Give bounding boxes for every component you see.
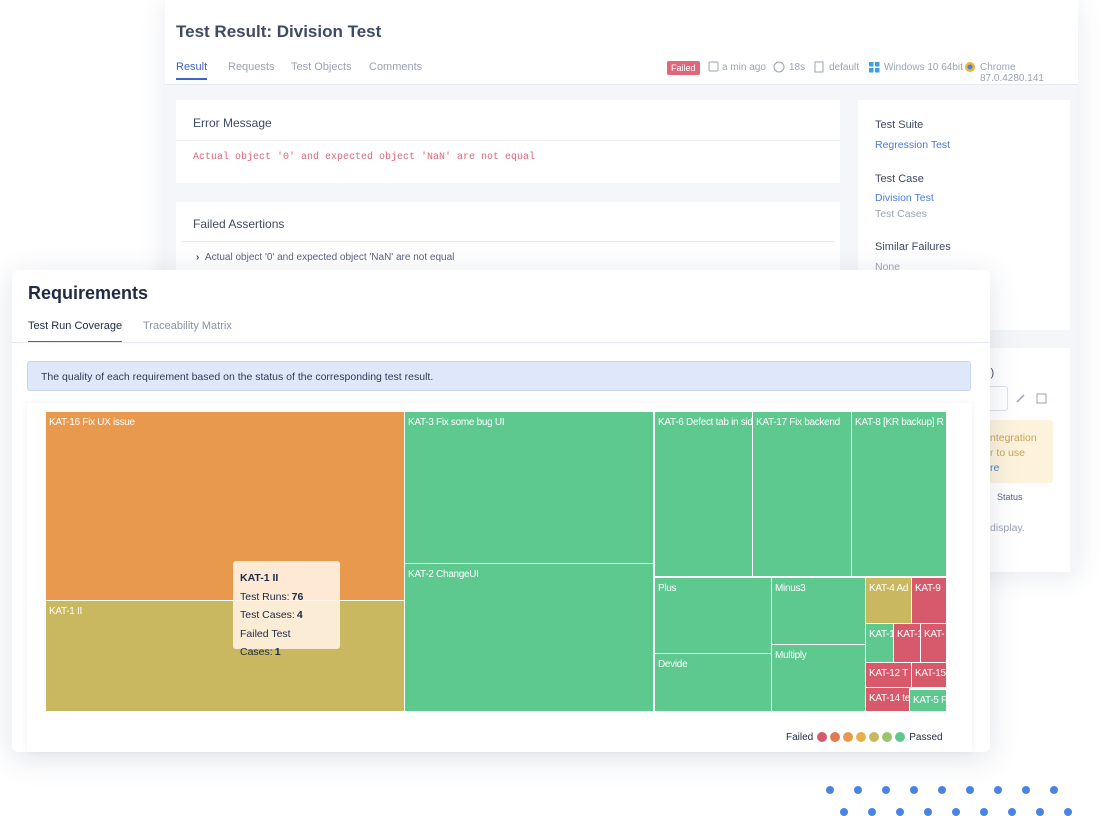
page-title: Test Result: Division Test xyxy=(176,22,382,41)
meta: 18s xyxy=(789,62,806,73)
tab[interactable]: Test Objects xyxy=(291,61,352,73)
legend-dot xyxy=(856,732,867,742)
text: ntegration xyxy=(990,432,1037,444)
tooltip-rows: Test Runs: 76 Test Cases: 4 Failed Test Case… xyxy=(240,588,333,662)
assertion-text: Actual object '0' and expected object 'N… xyxy=(204,252,455,263)
link[interactable]: re xyxy=(990,462,1000,474)
meta: default xyxy=(829,62,860,73)
treemap-cell[interactable]: KAT-8 [KR backup] R xyxy=(851,411,947,577)
label: Test Suite xyxy=(875,119,924,131)
legend-high: Passed xyxy=(909,731,943,743)
dot xyxy=(994,786,1002,794)
dot xyxy=(1064,808,1072,816)
treemap-cell[interactable]: KAT-3 Fix some bug UI xyxy=(404,411,654,564)
legend-dot xyxy=(817,732,828,742)
dot xyxy=(1050,786,1058,794)
legend-dots xyxy=(817,732,906,742)
tooltip-label: Test Cases: xyxy=(240,609,295,621)
legend-low: Failed xyxy=(786,731,814,743)
heading: Error Message xyxy=(193,116,272,130)
dot xyxy=(1022,786,1030,794)
heading: Failed Assertions xyxy=(193,217,285,231)
legend: Failed Passed xyxy=(786,730,943,744)
tooltip-row: Test Runs: 76 xyxy=(240,588,333,607)
treemap-cell[interactable]: KAT-2 ChangeUI xyxy=(404,563,654,712)
meta: Chrome 87.0.4280.141 xyxy=(980,62,1044,84)
label: Similar Failures xyxy=(875,241,951,253)
dot xyxy=(826,786,834,794)
legend-dot xyxy=(869,732,880,742)
dot xyxy=(1008,808,1016,816)
column-header: Status xyxy=(997,492,1023,502)
tooltip-value: 76 xyxy=(291,590,304,603)
tab[interactable]: Requests xyxy=(228,61,275,73)
treemap-cell[interactable]: Multiply xyxy=(771,644,866,712)
link[interactable]: Division Test xyxy=(875,192,934,204)
treemap-cell[interactable]: KAT-1 xyxy=(865,623,894,663)
label: Test Case xyxy=(875,173,924,185)
text: l) xyxy=(988,367,995,379)
treemap-cell[interactable]: KAT-6 Defect tab in sid xyxy=(654,411,753,577)
assertion-item[interactable]: › Actual object '0' and expected object … xyxy=(196,252,455,263)
meta-icons xyxy=(708,61,975,73)
treemap-cell[interactable]: KAT-4 Ad xyxy=(865,577,912,624)
meta: a min ago xyxy=(722,62,766,73)
dot xyxy=(896,808,904,816)
treemap-cell[interactable]: KAT- xyxy=(920,623,947,663)
tooltip-row: Failed Test Cases: 1 xyxy=(240,625,333,662)
dot xyxy=(1036,808,1044,816)
treemap-cell[interactable]: KAT-9 xyxy=(911,577,947,624)
dot xyxy=(952,808,960,816)
folder: Test Cases xyxy=(875,208,927,220)
legend-dot xyxy=(882,732,893,742)
treemap-cell[interactable]: Minus3 xyxy=(771,577,866,645)
tab[interactable]: Test Run Coverage xyxy=(28,320,123,343)
text: display. xyxy=(990,522,1025,534)
treemap-cell[interactable]: KAT-5 F xyxy=(909,689,947,712)
dot xyxy=(882,786,890,794)
treemap-cell[interactable]: KAT-1 II xyxy=(45,600,405,712)
legend-dot xyxy=(830,732,841,742)
dot xyxy=(840,808,848,816)
legend-dot xyxy=(895,732,906,742)
treemap-cell[interactable]: KAT-1 xyxy=(893,623,921,663)
treemap-cell[interactable]: KAT-15 xyxy=(911,662,947,688)
error-box: Error Message Actual object '0' and expe… xyxy=(176,100,840,183)
dot xyxy=(924,808,932,816)
status-badge: Failed xyxy=(667,61,700,75)
title: Requirements xyxy=(28,283,149,303)
text: r to use xyxy=(990,447,1026,459)
info-banner: The quality of each requirement based on… xyxy=(27,361,971,391)
tab[interactable]: Result xyxy=(176,61,208,80)
dot xyxy=(854,786,862,794)
treemap-cell[interactable]: KAT-12 T xyxy=(865,662,912,688)
tooltip-label: Test Runs: xyxy=(240,590,290,603)
icons xyxy=(1016,393,1047,404)
tooltip-value: 4 xyxy=(296,609,303,621)
treemap-cell[interactable]: KAT-17 Fix backend xyxy=(752,411,852,577)
header: Test Result: Division Test Result Reques… xyxy=(165,0,1078,85)
dot xyxy=(980,808,988,816)
treemap-cell[interactable]: KAT-16 Fix UX issue xyxy=(45,411,405,601)
dot xyxy=(938,786,946,794)
tooltip-title: KAT-1 II xyxy=(240,572,279,584)
link[interactable]: Regression Test xyxy=(875,139,951,151)
treemap-cell[interactable]: KAT-14 te xyxy=(865,687,910,712)
assertions-box: Failed Assertions › Actual object '0' an… xyxy=(176,202,840,282)
tooltip: KAT-1 II Test Runs: 76 Test Cases: 4 Failed … xyxy=(233,561,340,658)
tooltip-label: Failed Test Cases: xyxy=(240,627,291,659)
tooltip-value: 1 xyxy=(274,646,281,658)
dot xyxy=(868,808,876,816)
dot xyxy=(910,786,918,794)
dot xyxy=(966,786,974,794)
error-text: Actual object '0' and expected object 'N… xyxy=(193,152,536,163)
treemap-cell[interactable]: Devide xyxy=(654,653,772,712)
tooltip-row: Test Cases: 4 xyxy=(240,606,333,625)
tab[interactable]: Traceability Matrix xyxy=(143,320,232,332)
treemap-cell[interactable]: Plus xyxy=(654,577,772,654)
tab[interactable]: Comments xyxy=(369,61,423,73)
meta: Windows 10 64bit xyxy=(884,62,963,73)
legend-dot xyxy=(843,732,854,742)
